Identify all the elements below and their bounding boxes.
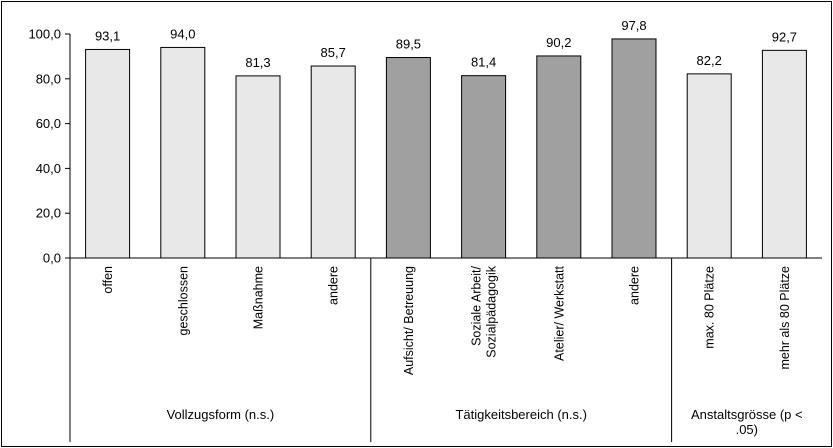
category-label: Aufsicht/ Betreuung (402, 266, 416, 375)
category-label-line: Aufsicht/ Betreuung (402, 266, 416, 375)
bar (385, 57, 431, 259)
category-label: geschlossen (176, 266, 190, 336)
group-label: .05) (736, 422, 758, 437)
category-label: Atelier/ Werkstatt (552, 265, 566, 360)
value-label: 94,0 (170, 26, 195, 41)
category-label-line: offen (101, 266, 115, 294)
value-label: 93,1 (95, 28, 120, 43)
bar (160, 46, 206, 259)
category-label-line: andere (628, 266, 642, 305)
labels: 93,1 offen 94,0 geschlossen 81,3 Maßnahme 85,7… (95, 18, 803, 437)
category-label: max. 80 Plätze (703, 266, 717, 349)
value-label: 81,3 (245, 55, 270, 70)
y-tick-label: 100,0 (28, 27, 61, 42)
bar (310, 65, 356, 259)
value-label: 97,8 (621, 18, 646, 33)
bar (85, 48, 131, 259)
bar (686, 73, 732, 259)
y-tick-label: 80,0 (36, 71, 61, 86)
category-label-line: Atelier/ Werkstatt (552, 265, 566, 360)
group-label: Tätigkeitsbereich (n.s.) (455, 407, 587, 422)
y-tick-label: 40,0 (36, 161, 61, 176)
value-label: 90,2 (546, 35, 571, 50)
y-tick-label: 20,0 (36, 206, 61, 221)
category-label: andere (628, 266, 642, 305)
bar (235, 75, 281, 259)
category-label: offen (101, 266, 115, 294)
group-label: Anstaltsgrösse (p < (691, 407, 803, 422)
category-label: Soziale Arbeit/Sozialpädagogik (470, 265, 499, 357)
category-label-line: Maßnahme (252, 266, 266, 329)
category-label: mehr als 80 Plätze (778, 266, 792, 370)
value-label: 82,2 (697, 53, 722, 68)
value-label: 89,5 (396, 37, 421, 52)
category-label-line: Soziale Arbeit/ (470, 265, 484, 345)
bar (611, 38, 657, 259)
value-label: 92,7 (772, 29, 797, 44)
bars (85, 38, 807, 259)
category-label-line: Sozialpädagogik (485, 265, 499, 357)
axes: 0,0 20,0 40,0 60,0 80,0 100,0 (28, 27, 822, 442)
bar (536, 55, 582, 259)
value-label: 85,7 (321, 45, 346, 60)
category-label-line: mehr als 80 Plätze (778, 266, 792, 370)
category-label: andere (327, 266, 341, 305)
category-label: Maßnahme (252, 266, 266, 329)
y-tick-label: 60,0 (36, 116, 61, 131)
bar (761, 49, 807, 259)
value-label: 81,4 (471, 55, 496, 70)
category-label-line: geschlossen (176, 266, 190, 336)
y-tick-label: 0,0 (43, 251, 61, 266)
category-label-line: max. 80 Plätze (703, 266, 717, 349)
bar (461, 75, 507, 259)
group-label: Vollzugsform (n.s.) (167, 407, 275, 422)
category-label-line: andere (327, 266, 341, 305)
